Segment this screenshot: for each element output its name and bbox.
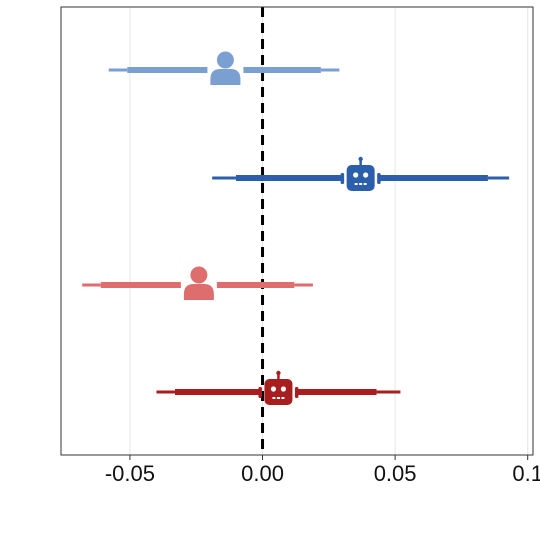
robot-icon bbox=[258, 370, 299, 405]
person-icon bbox=[210, 51, 241, 85]
estimate-row bbox=[82, 266, 313, 300]
x-axis: -0.05 0.00 0.05 0.1 bbox=[105, 455, 540, 486]
x-tick-label: 0.05 bbox=[374, 461, 417, 486]
plot-background bbox=[61, 7, 533, 455]
estimate-row bbox=[212, 156, 510, 191]
person-icon bbox=[183, 266, 214, 300]
robot-icon bbox=[340, 156, 381, 191]
estimate-row bbox=[108, 51, 340, 85]
x-tick-label: 0.00 bbox=[241, 461, 284, 486]
estimate-row bbox=[156, 370, 401, 405]
x-tick-label: -0.05 bbox=[105, 461, 155, 486]
plot-border bbox=[60, 6, 534, 456]
x-tick-label: 0.1 bbox=[512, 461, 540, 486]
estimate-rows bbox=[82, 51, 510, 405]
